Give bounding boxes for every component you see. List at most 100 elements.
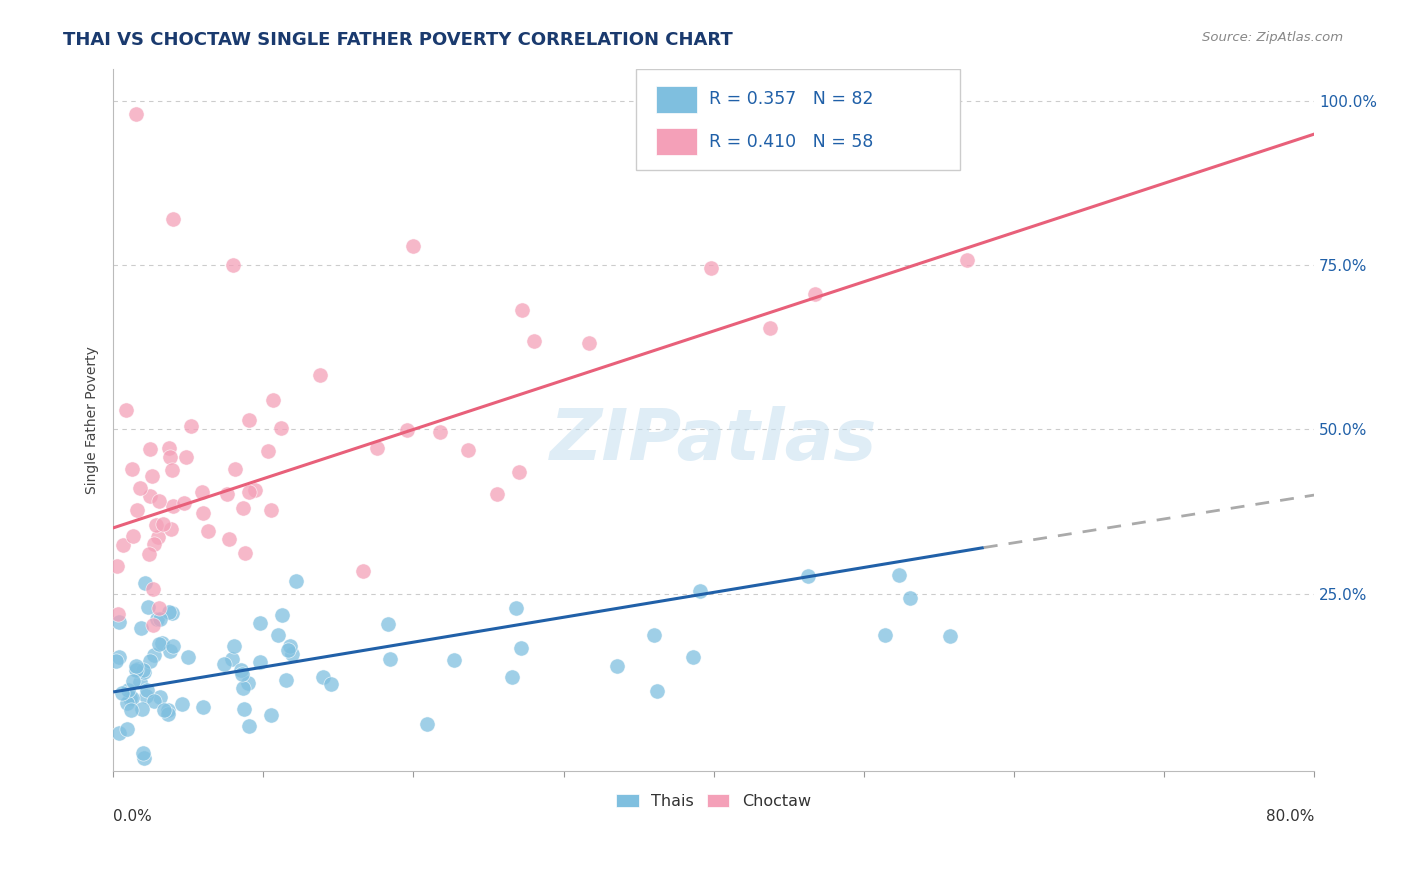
Point	[396, 423, 419, 437]
Point	[112, 538, 135, 552]
Point	[120, 690, 142, 705]
Point	[173, 496, 195, 510]
Point	[284, 574, 307, 589]
Point	[121, 529, 143, 543]
Point	[132, 750, 155, 764]
Point	[218, 532, 240, 546]
Point	[135, 682, 157, 697]
Point	[139, 489, 162, 503]
Point	[197, 524, 219, 539]
Point	[231, 667, 253, 681]
Point	[121, 690, 143, 705]
Point	[105, 654, 128, 668]
Text: 0.0%: 0.0%	[114, 809, 152, 824]
Point	[797, 569, 820, 583]
Point	[509, 640, 531, 655]
Point	[107, 726, 129, 740]
Point	[162, 499, 184, 513]
Point	[224, 462, 246, 476]
Point	[121, 461, 143, 475]
Point	[232, 501, 254, 516]
Point	[262, 393, 284, 408]
Point	[645, 684, 668, 698]
Point	[143, 648, 166, 662]
Point	[131, 702, 153, 716]
Point	[887, 567, 910, 582]
Point	[157, 606, 180, 620]
Point	[177, 650, 200, 665]
Point	[129, 675, 152, 690]
Point	[232, 681, 254, 696]
Point	[510, 303, 533, 318]
Point	[366, 442, 388, 456]
Point	[191, 699, 214, 714]
Point	[170, 698, 193, 712]
Point	[523, 334, 546, 349]
Point	[160, 606, 183, 620]
Point	[238, 412, 260, 426]
Legend: Thais, Choctaw: Thais, Choctaw	[610, 788, 817, 815]
Point	[149, 690, 172, 705]
Point	[689, 583, 711, 598]
Point	[682, 650, 704, 665]
Point	[142, 618, 165, 632]
Point	[111, 686, 134, 700]
Point	[231, 663, 253, 677]
Point	[152, 517, 174, 532]
Y-axis label: Single Father Poverty: Single Father Poverty	[86, 346, 100, 493]
Point	[125, 663, 148, 677]
Point	[135, 690, 157, 704]
Point	[107, 607, 129, 622]
Point	[117, 683, 139, 698]
Point	[377, 616, 399, 631]
Point	[939, 628, 962, 642]
Point	[120, 703, 142, 717]
Point	[486, 487, 509, 501]
Text: R = 0.357   N = 82: R = 0.357 N = 82	[709, 90, 873, 109]
Point	[505, 601, 527, 615]
Point	[150, 636, 173, 650]
Point	[270, 608, 292, 623]
Point	[352, 564, 374, 578]
Point	[256, 444, 278, 458]
Point	[402, 238, 425, 252]
Point	[145, 518, 167, 533]
Point	[162, 639, 184, 653]
Point	[131, 747, 153, 761]
Point	[139, 654, 162, 668]
Point	[224, 639, 246, 653]
Point	[457, 443, 479, 458]
Point	[277, 643, 299, 657]
Text: THAI VS CHOCTAW SINGLE FATHER POVERTY CORRELATION CHART: THAI VS CHOCTAW SINGLE FATHER POVERTY CO…	[63, 31, 733, 49]
Point	[129, 621, 152, 635]
FancyBboxPatch shape	[657, 86, 697, 112]
Point	[108, 650, 131, 665]
Point	[508, 465, 530, 479]
Point	[319, 677, 342, 691]
Point	[174, 450, 197, 464]
Point	[245, 483, 267, 497]
Point	[443, 653, 465, 667]
Point	[142, 582, 165, 597]
Point	[115, 723, 138, 737]
Point	[125, 658, 148, 673]
Point	[156, 706, 179, 721]
Point	[236, 676, 259, 690]
Point	[191, 485, 214, 500]
FancyBboxPatch shape	[657, 128, 697, 155]
Point	[700, 260, 723, 275]
Point	[159, 522, 181, 536]
Point	[134, 575, 156, 590]
Point	[138, 547, 160, 561]
Point	[146, 612, 169, 626]
Point	[125, 107, 148, 121]
Point	[122, 674, 145, 689]
Point	[415, 717, 437, 731]
Point	[148, 530, 170, 544]
Point	[578, 336, 600, 351]
Point	[232, 702, 254, 716]
Point	[249, 655, 271, 669]
Point	[378, 651, 401, 665]
Point	[873, 627, 896, 641]
Point	[132, 665, 155, 679]
